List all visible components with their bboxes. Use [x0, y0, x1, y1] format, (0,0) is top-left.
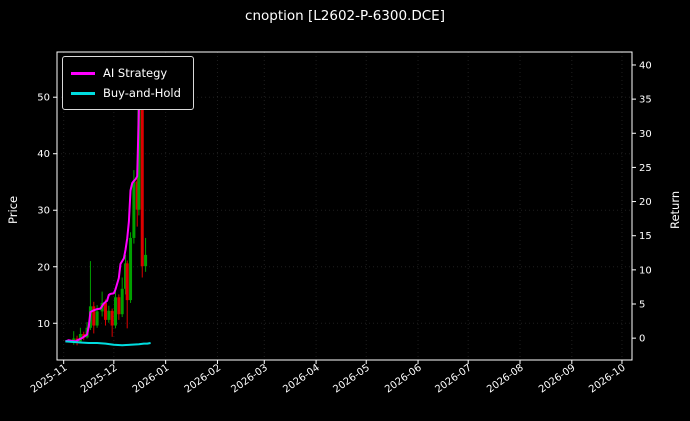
x-tick-label: 2026-05: [331, 362, 372, 395]
x-tick-label: 2026-07: [433, 362, 474, 395]
y-tick-label-right: 10: [639, 265, 652, 276]
legend-item-ai-strategy: AI Strategy: [71, 63, 181, 83]
buy-and-hold-line: [65, 340, 151, 347]
y-tick-label-left: 20: [37, 262, 50, 273]
legend-line-buy-and-hold-icon: [71, 91, 95, 95]
x-tick-label: 2026-03: [229, 362, 270, 395]
y-tick-label-left: 40: [37, 149, 50, 160]
candle-body: [144, 254, 148, 267]
y-tick-label-right: 20: [639, 197, 652, 208]
y-tick-label-right: 35: [639, 95, 652, 106]
y-tick-label-right: 15: [639, 231, 652, 242]
y-tick-label-right: 30: [639, 129, 652, 140]
y-tick-label-left: 50: [37, 93, 50, 104]
y-tick-label-right: 0: [639, 334, 645, 345]
candle-body: [124, 263, 128, 289]
candle-body: [125, 263, 129, 301]
candle-body: [132, 181, 136, 238]
y-axis-label-price: Price: [6, 195, 20, 225]
candle-body: [129, 237, 133, 301]
plot-border: [56, 51, 633, 361]
x-tick-label: 2026-08: [485, 362, 526, 395]
y-tick-label-right: 5: [639, 300, 645, 311]
chart-title: cnoption [L2602-P-6300.DCE]: [245, 8, 445, 24]
candle-body: [135, 181, 139, 210]
candle-body: [95, 311, 99, 326]
candle-body: [117, 297, 121, 315]
legend-label-ai-strategy: AI Strategy: [103, 66, 168, 80]
x-tick-label: 2025-12: [79, 362, 120, 395]
x-tick-label: 2025-11: [29, 362, 70, 395]
legend-line-ai-strategy-icon: [71, 71, 95, 75]
ai-strategy-line: [65, 68, 142, 343]
x-tick-label: 2026-09: [537, 362, 578, 395]
x-tick-label: 2026-01: [131, 362, 172, 395]
x-tick-label: 2026-04: [281, 362, 322, 395]
y-tick-label-right: 40: [639, 60, 652, 71]
candle-body: [140, 68, 144, 267]
legend-label-buy-and-hold: Buy-and-Hold: [103, 86, 181, 100]
legend-item-buy-and-hold: Buy-and-Hold: [71, 83, 181, 103]
candle-body: [78, 334, 82, 342]
candle-body: [110, 310, 114, 326]
x-tick-label: 2026-06: [383, 362, 424, 395]
x-tick-label: 2026-02: [183, 362, 224, 395]
candle-body: [114, 297, 118, 326]
candle-body: [103, 302, 107, 320]
y-tick-label-left: 10: [37, 319, 50, 330]
legend: AI Strategy Buy-and-Hold: [62, 56, 194, 110]
candle-body: [120, 288, 124, 315]
candle-body: [107, 310, 111, 320]
y-axis-label-return: Return: [668, 190, 682, 230]
y-tick-label-left: 30: [37, 206, 50, 217]
x-tick-label: 2026-10: [587, 362, 628, 395]
y-tick-label-right: 25: [639, 163, 652, 174]
candle-body: [92, 306, 96, 326]
